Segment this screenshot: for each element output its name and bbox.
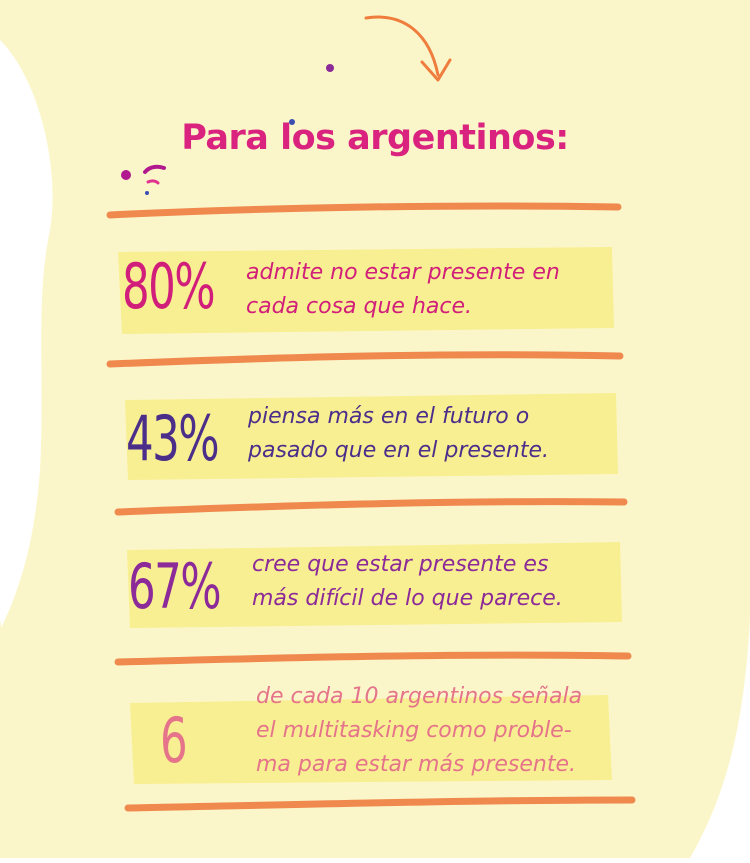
highlight-band [125,393,618,480]
divider-line [114,498,628,516]
stat-description: de cada 10 argentinos señala el multitas… [256,680,582,782]
arrow-head-icon [420,58,452,82]
stat-description: admite no estar presente en cada cosa qu… [246,256,560,324]
stat-value: 6 [160,704,188,777]
confetti-swoosh-icon [143,164,166,174]
stat-value: 80% [122,250,216,323]
stat-description-line: cada cosa que hace. [246,294,472,319]
stat-description-line: admite no estar presente en [246,260,560,285]
stat-value: 43% [126,402,220,475]
page-title: Para los argentinos: [181,118,569,158]
highlight-band [118,247,614,334]
divider-line [106,202,622,219]
divider-line [106,351,624,368]
stat-value: 67% [128,550,222,623]
confetti-dot-icon [326,64,334,72]
arrow-icon [364,15,440,77]
stat-description-line: pasado que en el presente. [248,438,549,463]
stat-description-line: cree que estar presente es [252,552,549,577]
confetti-dot-icon [289,119,295,125]
stat-description-line: de cada 10 argentinos señala [256,684,583,709]
highlight-band [127,542,622,628]
confetti-swoosh-icon [146,179,160,185]
stat-description-line: ma para estar más presente. [256,752,577,777]
confetti-dot-icon [121,170,131,180]
divider-line [124,796,636,812]
confetti-dot-icon [145,191,149,195]
stat-description-line: piensa más en el futuro o [248,404,530,429]
stat-description-line: más difícil de lo que parece. [252,586,563,611]
divider-line [114,651,632,666]
highlight-band [130,695,612,784]
stat-description: piensa más en el futuro o pasado que en … [248,400,549,468]
stat-description: cree que estar presente es más difícil d… [252,548,563,616]
stat-description-line: el multitasking como proble- [256,718,572,743]
